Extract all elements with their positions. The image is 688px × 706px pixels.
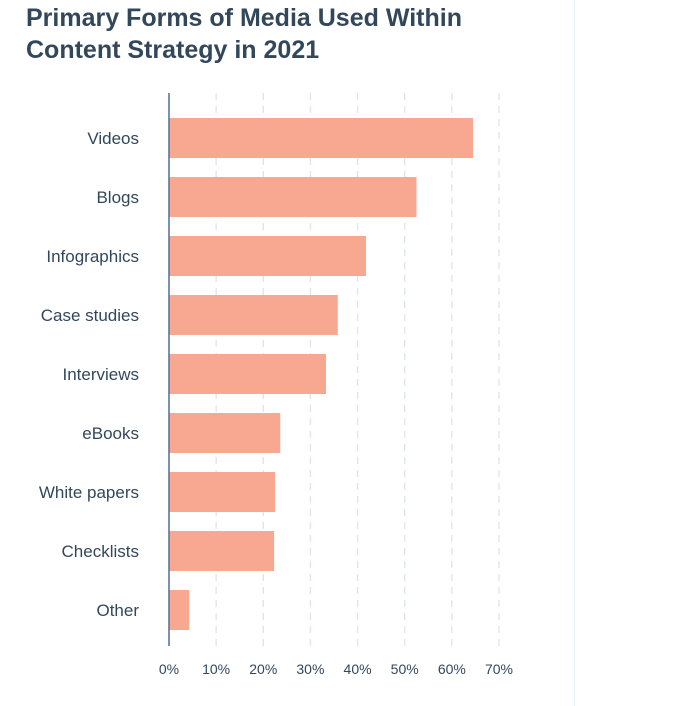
bar bbox=[169, 118, 474, 158]
category-label: Infographics bbox=[46, 247, 139, 266]
x-tick-label: 20% bbox=[249, 661, 277, 677]
x-tick-label: 10% bbox=[202, 661, 230, 677]
category-labels: Videos Blogs Infographics Case studies Inter… bbox=[39, 129, 139, 620]
category-label: Interviews bbox=[62, 365, 139, 384]
bar bbox=[169, 590, 190, 630]
bars bbox=[169, 118, 474, 630]
panel-divider bbox=[574, 0, 575, 706]
x-tick-label: 30% bbox=[296, 661, 324, 677]
bar bbox=[169, 354, 326, 394]
bar bbox=[169, 531, 275, 571]
bar bbox=[169, 236, 367, 276]
x-tick-label: 0% bbox=[159, 661, 179, 677]
category-label: White papers bbox=[39, 483, 139, 502]
x-tick-label: 70% bbox=[485, 661, 513, 677]
category-label: Checklists bbox=[62, 542, 139, 561]
category-label: Other bbox=[96, 601, 139, 620]
chart-title: Primary Forms of Media Used Within Conte… bbox=[26, 4, 462, 64]
bar bbox=[169, 177, 417, 217]
x-tick-labels: 0% 10% 20% 30% 40% 50% 60% 70% bbox=[159, 661, 513, 677]
bar bbox=[169, 295, 338, 335]
category-label: Case studies bbox=[41, 306, 139, 325]
x-tick-label: 40% bbox=[344, 661, 372, 677]
x-tick-label: 50% bbox=[391, 661, 419, 677]
bar bbox=[169, 413, 281, 453]
category-label: Videos bbox=[87, 129, 139, 148]
x-tick-label: 60% bbox=[438, 661, 466, 677]
category-label: Blogs bbox=[96, 188, 139, 207]
category-label: eBooks bbox=[82, 424, 139, 443]
bar bbox=[169, 472, 276, 512]
